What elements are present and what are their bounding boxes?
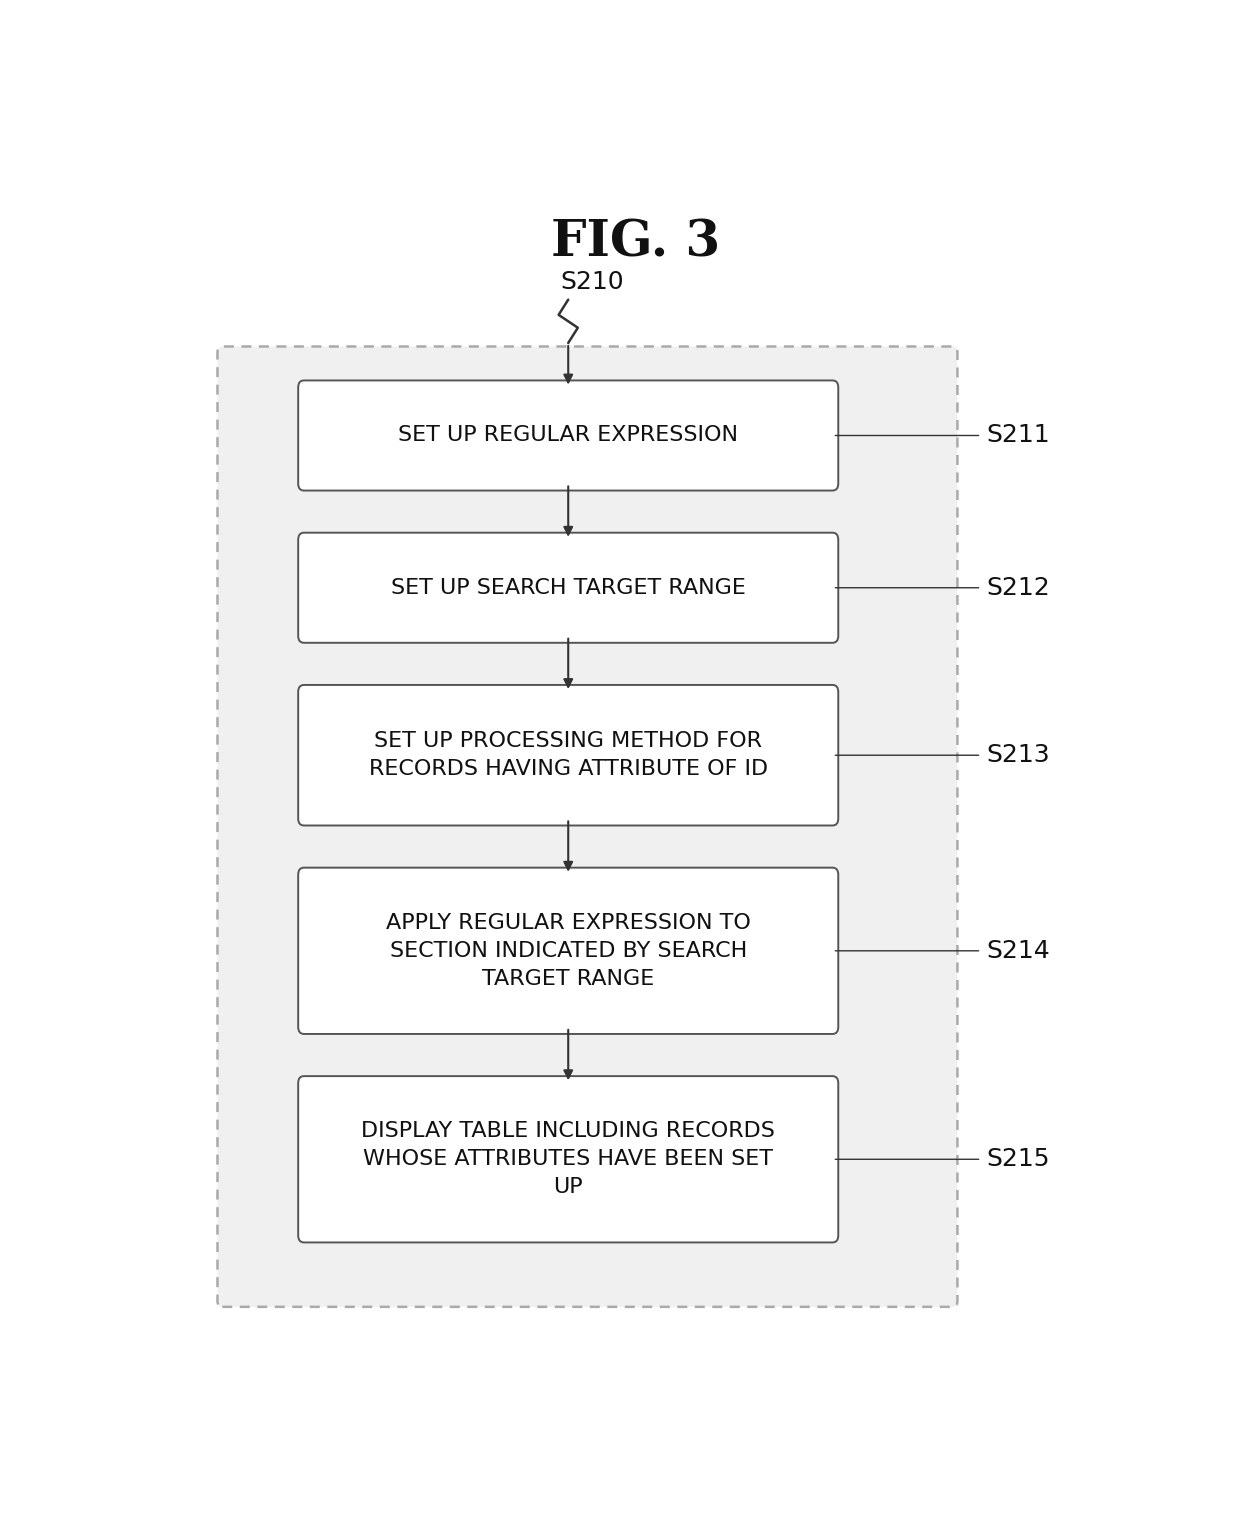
FancyBboxPatch shape [298, 684, 838, 826]
Text: APPLY REGULAR EXPRESSION TO
SECTION INDICATED BY SEARCH
TARGET RANGE: APPLY REGULAR EXPRESSION TO SECTION INDI… [386, 913, 750, 989]
Text: S211: S211 [986, 423, 1050, 447]
Text: FIG. 3: FIG. 3 [551, 219, 720, 268]
FancyBboxPatch shape [298, 1077, 838, 1243]
Text: SET UP REGULAR EXPRESSION: SET UP REGULAR EXPRESSION [398, 426, 738, 446]
FancyBboxPatch shape [298, 532, 838, 643]
Text: SET UP PROCESSING METHOD FOR
RECORDS HAVING ATTRIBUTE OF ID: SET UP PROCESSING METHOD FOR RECORDS HAV… [368, 732, 768, 779]
Text: S213: S213 [986, 744, 1050, 767]
FancyBboxPatch shape [298, 867, 838, 1034]
FancyBboxPatch shape [217, 347, 957, 1307]
Text: S215: S215 [986, 1147, 1050, 1171]
Text: S212: S212 [986, 576, 1050, 599]
FancyBboxPatch shape [298, 380, 838, 491]
Text: DISPLAY TABLE INCLUDING RECORDS
WHOSE ATTRIBUTES HAVE BEEN SET
UP: DISPLAY TABLE INCLUDING RECORDS WHOSE AT… [361, 1121, 775, 1197]
Text: S214: S214 [986, 938, 1050, 963]
Text: SET UP SEARCH TARGET RANGE: SET UP SEARCH TARGET RANGE [391, 578, 745, 598]
Text: S210: S210 [560, 269, 624, 294]
